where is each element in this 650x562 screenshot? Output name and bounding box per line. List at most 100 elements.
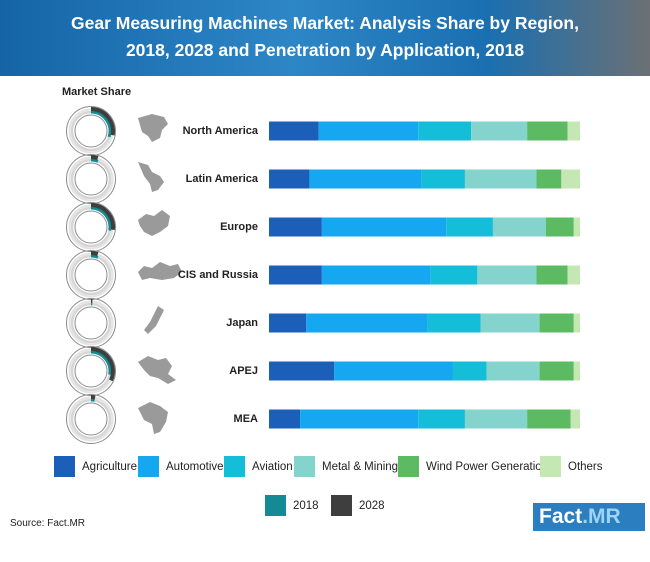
source-note: Source: Fact.MR bbox=[10, 518, 86, 529]
legend-label: Automotive bbox=[166, 460, 224, 473]
bar-segment-aviation bbox=[418, 121, 472, 141]
bar-segment-others bbox=[573, 217, 580, 237]
bar-segment-metal-mining bbox=[492, 217, 546, 237]
share-ring-track bbox=[70, 398, 112, 440]
bar-segment-aviation bbox=[430, 265, 478, 285]
logo-text: Fact bbox=[539, 505, 583, 528]
legend-item-agriculture: Agriculture bbox=[54, 456, 137, 477]
bar-segment-wind-power-generation bbox=[539, 361, 574, 381]
bar-segment-wind-power-generation bbox=[536, 265, 568, 285]
bar-segment-metal-mining bbox=[464, 409, 528, 429]
bar-segment-wind-power-generation bbox=[545, 217, 574, 237]
bar-segment-others bbox=[561, 169, 580, 189]
legend-swatch bbox=[265, 495, 286, 516]
legend-swatch bbox=[224, 456, 245, 477]
legend-swatch bbox=[138, 456, 159, 477]
bar-segment-others bbox=[567, 265, 580, 285]
category-label-latin-america: Latin America bbox=[186, 173, 259, 185]
bar-segment-metal-mining bbox=[471, 121, 528, 141]
legend-swatch bbox=[398, 456, 419, 477]
bar-segment-automotive bbox=[318, 121, 419, 141]
bar-segment-automotive bbox=[321, 217, 447, 237]
bar-segment-wind-power-generation bbox=[539, 313, 574, 333]
bar-segment-aviation bbox=[446, 217, 493, 237]
logo-suffix: .MR bbox=[582, 505, 621, 528]
bar-segment-metal-mining bbox=[486, 361, 540, 381]
bar-segment-agriculture bbox=[269, 313, 307, 333]
region-map-icon bbox=[138, 210, 170, 236]
share-ring-border bbox=[66, 298, 116, 348]
legend-item-metal-mining: Metal & Mining bbox=[294, 456, 398, 477]
legend-swatch bbox=[54, 456, 75, 477]
header-banner: Gear Measuring Machines Market: Analysis… bbox=[0, 0, 650, 76]
legend-item-automotive: Automotive bbox=[138, 456, 224, 477]
bar-segment-automotive bbox=[321, 265, 431, 285]
legend-item-aviation: Aviation bbox=[224, 456, 293, 477]
share-ring-inner-border bbox=[74, 162, 108, 196]
bar-segment-automotive bbox=[334, 361, 453, 381]
category-label-europe: Europe bbox=[220, 221, 258, 233]
share-ring-border bbox=[66, 250, 116, 300]
bar-segment-wind-power-generation bbox=[536, 169, 562, 189]
legend-swatch bbox=[294, 456, 315, 477]
bar-segment-others bbox=[573, 361, 580, 381]
legend-item-2028: 2028 bbox=[331, 495, 385, 516]
legend-label: Others bbox=[568, 460, 603, 473]
bar-segment-others bbox=[570, 409, 580, 429]
legend-label: 2018 bbox=[293, 499, 319, 512]
bar-segment-aviation bbox=[421, 169, 465, 189]
share-ring-outer-track bbox=[68, 300, 114, 346]
legend-item-wind-power: Wind Power Generation bbox=[398, 456, 548, 477]
share-arc-2018 bbox=[90, 254, 99, 259]
bar-segment-others bbox=[573, 313, 580, 333]
share-arc-2028 bbox=[90, 155, 99, 160]
share-ring-inner-border bbox=[74, 402, 108, 436]
category-label-apej: APEJ bbox=[229, 365, 258, 377]
share-ring-border bbox=[66, 394, 116, 444]
legend-item-2018: 2018 bbox=[265, 495, 319, 516]
share-ring-border bbox=[66, 154, 116, 204]
legend-swatch bbox=[331, 495, 352, 516]
bar-segment-agriculture bbox=[269, 361, 335, 381]
share-ring-inner-border bbox=[74, 306, 108, 340]
legend-swatch bbox=[540, 456, 561, 477]
legend-label: Metal & Mining bbox=[322, 460, 399, 473]
bar-segment-metal-mining bbox=[480, 313, 540, 333]
region-map-icon bbox=[138, 356, 176, 384]
legend-label: 2028 bbox=[359, 499, 385, 512]
share-ring-track bbox=[70, 302, 112, 344]
bar-segment-aviation bbox=[452, 361, 487, 381]
bar-segment-aviation bbox=[418, 409, 465, 429]
bar-segment-wind-power-generation bbox=[527, 121, 568, 141]
share-ring-outer-track bbox=[68, 396, 114, 442]
share-arc-2018 bbox=[90, 158, 99, 163]
share-arc-2018 bbox=[90, 350, 112, 375]
bar-segment-automotive bbox=[309, 169, 422, 189]
share-ring-inner-border bbox=[74, 114, 108, 148]
category-label-cis-and-russia: CIS and Russia bbox=[178, 269, 259, 281]
share-arc-2028 bbox=[90, 347, 115, 382]
share-arc-2018 bbox=[90, 206, 112, 231]
chart-title-line-1: Gear Measuring Machines Market: Analysis… bbox=[71, 13, 579, 33]
bar-segment-agriculture bbox=[269, 217, 322, 237]
share-ring-track bbox=[70, 158, 112, 200]
legend-label: Aviation bbox=[252, 460, 293, 473]
share-arc-2028 bbox=[90, 251, 99, 256]
share-ring-border bbox=[66, 202, 116, 252]
region-map-icon bbox=[138, 114, 168, 142]
bar-segment-others bbox=[567, 121, 580, 141]
bar-segment-agriculture bbox=[269, 121, 319, 141]
bar-segment-automotive bbox=[300, 409, 419, 429]
category-label-north-america: North America bbox=[183, 125, 259, 137]
market-share-label: Market Share bbox=[62, 86, 132, 98]
share-ring-outer-track bbox=[68, 252, 114, 298]
bar-segment-aviation bbox=[427, 313, 481, 333]
category-label-mea: MEA bbox=[234, 413, 259, 425]
category-label-japan: Japan bbox=[226, 317, 258, 329]
legend-item-others: Others bbox=[540, 456, 603, 477]
share-ring-border bbox=[66, 346, 116, 396]
bar-segment-wind-power-generation bbox=[527, 409, 571, 429]
share-arc-2028 bbox=[90, 203, 115, 231]
region-map-icon bbox=[138, 402, 168, 434]
